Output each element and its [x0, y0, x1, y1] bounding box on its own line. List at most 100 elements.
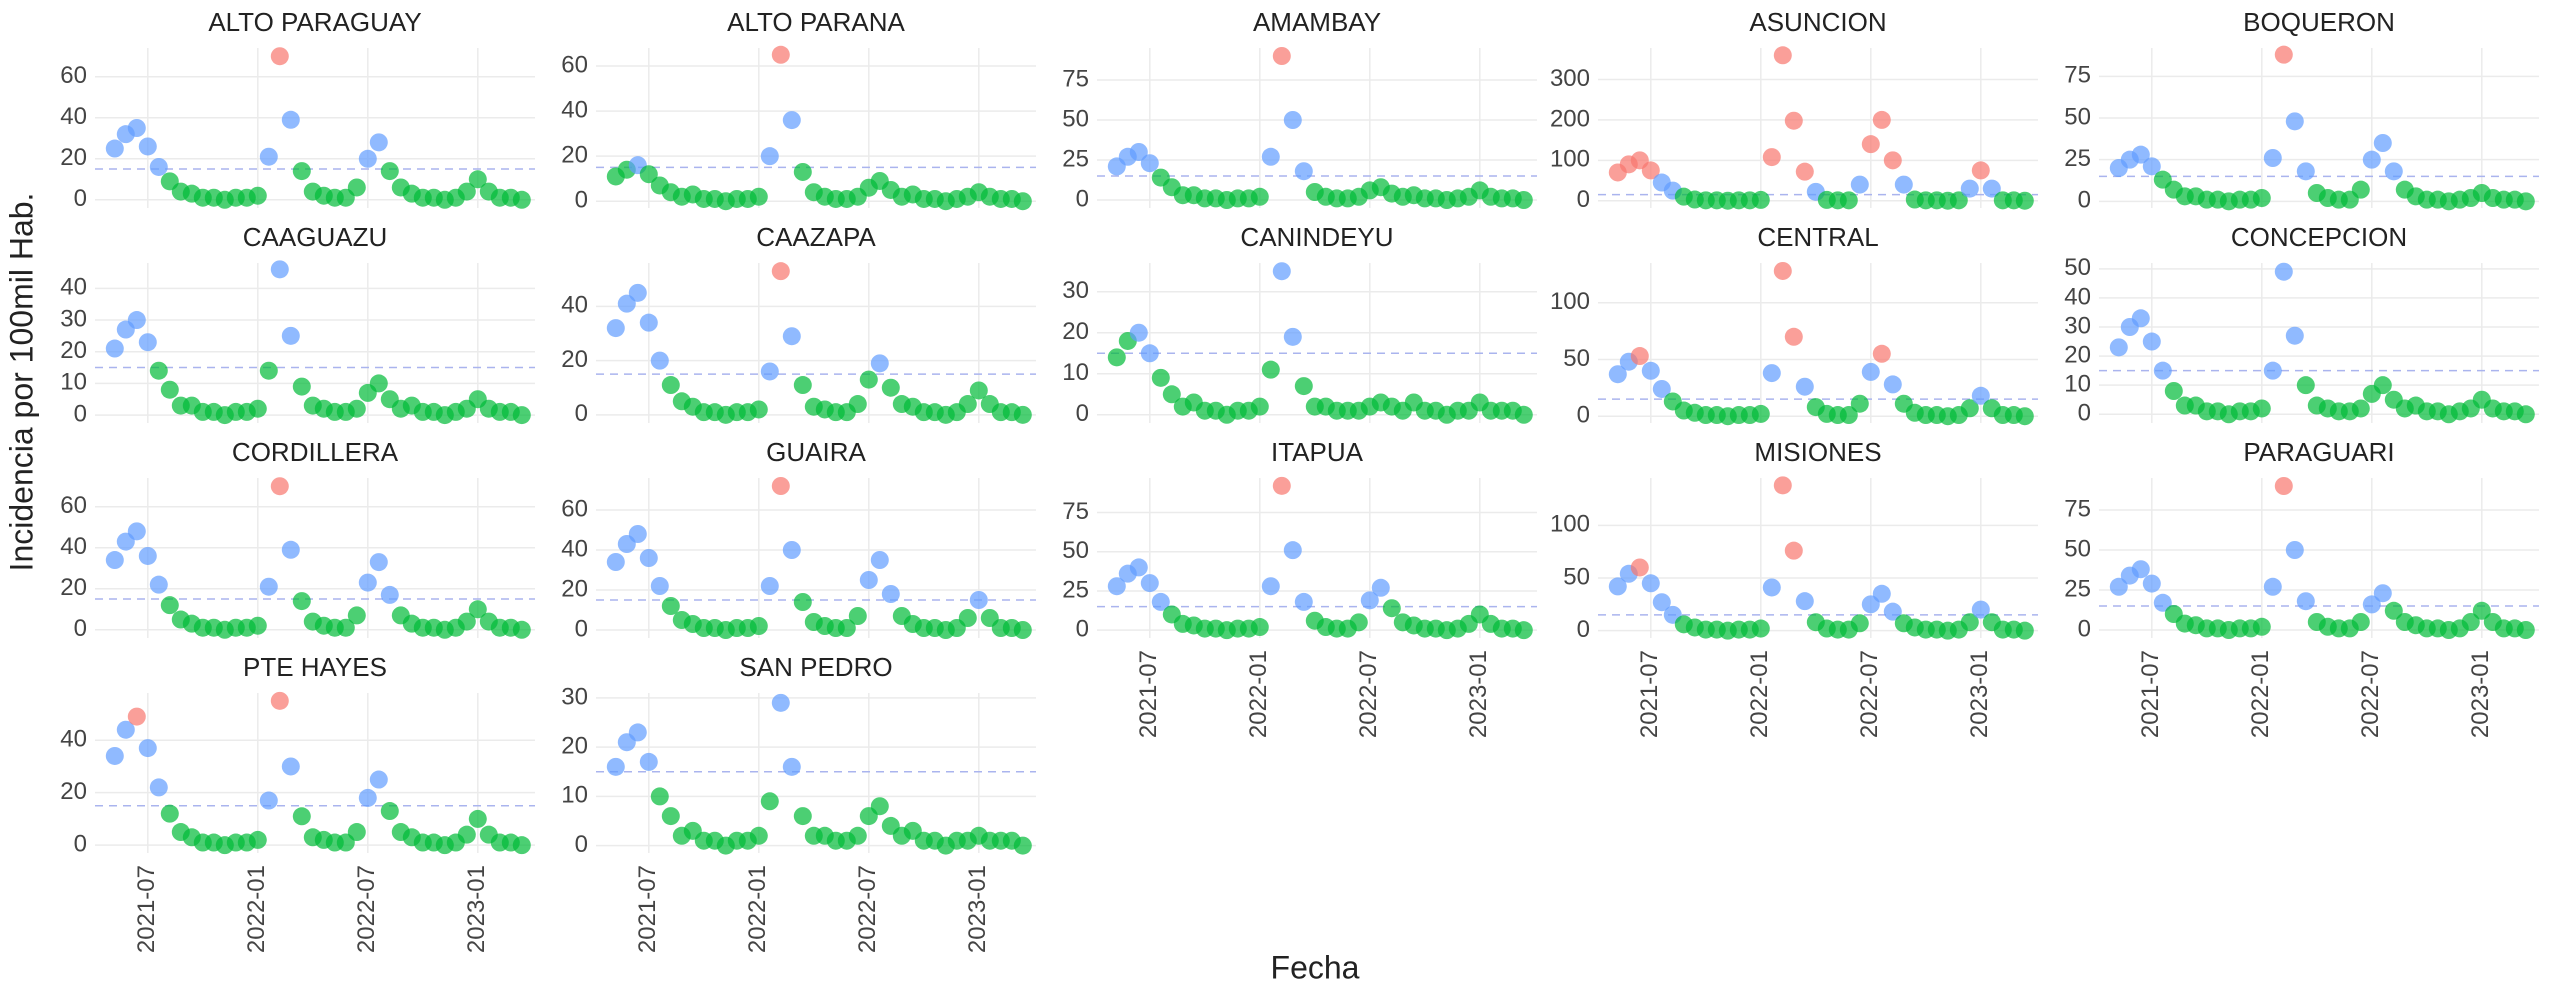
point	[270, 260, 289, 279]
point	[617, 294, 636, 313]
point	[1751, 619, 1770, 638]
point	[281, 326, 300, 345]
point	[1272, 262, 1291, 281]
point	[512, 190, 531, 209]
point	[2263, 577, 2282, 596]
point	[160, 596, 179, 615]
y-tick-label: 10	[1062, 359, 1089, 386]
point	[749, 400, 768, 419]
point	[771, 477, 790, 495]
point	[1872, 110, 1891, 129]
point	[848, 826, 867, 845]
x-tick-label: 2022-07	[2357, 650, 2384, 738]
y-tick-label: 40	[561, 96, 588, 123]
facet-title: MISIONES	[1754, 437, 1881, 467]
point	[1784, 541, 1803, 560]
point	[1140, 154, 1159, 173]
point	[380, 802, 399, 821]
y-tick-label: 60	[561, 51, 588, 78]
point	[782, 541, 801, 559]
point	[248, 186, 267, 205]
point	[1784, 327, 1803, 346]
y-tick-label: 0	[74, 830, 87, 857]
point	[793, 162, 812, 181]
y-axis-title: Incidencia por 100mil Hab.	[3, 193, 39, 572]
facet-title: SAN PEDRO	[739, 652, 892, 682]
point	[2516, 192, 2535, 211]
point	[1630, 558, 1649, 577]
x-tick-label: 2022-07	[1856, 650, 1883, 738]
x-tick-label: 2022-01	[243, 865, 270, 953]
point	[2516, 405, 2535, 424]
point	[1360, 591, 1379, 610]
point	[1107, 577, 1126, 596]
point	[2142, 157, 2161, 176]
point	[2351, 399, 2370, 418]
point	[1250, 618, 1269, 637]
point	[2296, 376, 2315, 395]
point	[1850, 394, 1869, 413]
point	[2351, 613, 2370, 631]
point	[347, 823, 366, 842]
x-tick-label: 2021-07	[133, 865, 160, 953]
point	[661, 597, 680, 615]
point	[2015, 191, 2034, 210]
point	[1630, 347, 1649, 366]
x-axis-title: Fecha	[1271, 949, 1360, 985]
point	[848, 607, 867, 625]
y-tick-label: 0	[74, 185, 87, 212]
point	[1883, 602, 1902, 621]
point	[639, 313, 658, 332]
point	[969, 591, 988, 609]
point	[1795, 162, 1814, 181]
facet-title: CAAGUAZU	[243, 222, 387, 252]
y-tick-label: 50	[1062, 105, 1089, 132]
point	[1272, 476, 1291, 495]
point	[1751, 190, 1770, 209]
point	[628, 525, 647, 543]
point	[2252, 399, 2271, 418]
point	[2285, 541, 2304, 559]
point	[1960, 399, 1979, 418]
x-tick-label: 2021-07	[1636, 650, 1663, 738]
point	[1129, 323, 1148, 342]
point	[248, 616, 267, 635]
point	[127, 707, 146, 726]
point	[771, 262, 790, 281]
point	[1250, 397, 1269, 416]
facet-title: AMAMBAY	[1253, 7, 1381, 37]
y-tick-label: 20	[60, 144, 87, 171]
point	[749, 826, 768, 845]
y-tick-label: 0	[2078, 400, 2091, 427]
point	[793, 376, 812, 395]
point	[369, 374, 388, 393]
y-tick-label: 20	[2064, 341, 2091, 368]
x-tick-label: 2023-01	[1966, 650, 1993, 738]
point	[2131, 145, 2150, 164]
point	[138, 137, 157, 156]
point	[1795, 377, 1814, 396]
y-tick-label: 20	[561, 346, 588, 373]
y-tick-label: 300	[1550, 65, 1590, 92]
point	[1608, 365, 1627, 384]
y-tick-label: 0	[575, 615, 588, 642]
facet-title: CONCEPCION	[2231, 222, 2407, 252]
point	[749, 187, 768, 206]
point	[1784, 111, 1803, 130]
point	[248, 399, 267, 418]
x-tick-label: 2022-07	[353, 865, 380, 953]
point	[512, 406, 531, 425]
point	[793, 593, 812, 611]
y-tick-label: 20	[60, 337, 87, 364]
y-tick-label: 75	[2064, 495, 2091, 522]
point	[1013, 192, 1032, 211]
point	[1140, 344, 1159, 363]
x-tick-label: 2021-07	[1135, 650, 1162, 738]
point	[2362, 595, 2381, 614]
point	[760, 147, 779, 166]
point	[661, 807, 680, 826]
y-tick-label: 60	[561, 495, 588, 522]
point	[1762, 148, 1781, 167]
x-tick-label: 2023-01	[463, 865, 490, 953]
x-tick-label: 2022-01	[744, 865, 771, 953]
